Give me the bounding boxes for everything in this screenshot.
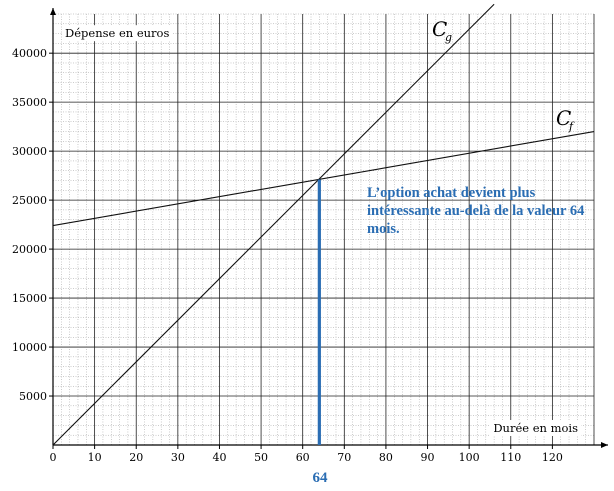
marker-x-label: 64 [312,470,328,486]
x-tick-label: 70 [337,451,351,464]
curve-label-cf: C [556,106,571,130]
series-line-cf [53,131,595,227]
x-tick-label: 10 [88,451,102,464]
x-axis-title: Durée en mois [493,421,578,435]
curve-label-sub-cf: f [568,120,575,133]
y-tick-label: 10000 [12,341,47,354]
y-tick-label: 20000 [12,243,47,256]
x-tick-label: 0 [50,451,57,464]
x-tick-label: 20 [129,451,143,464]
tick-labels: 0 10 20 30 40 50 60 70 80 90 100 110 120 5000 10000 150… [12,47,563,464]
x-axis-arrow [601,442,608,448]
axes [49,8,608,449]
series-group [53,3,595,445]
x-tick-label: 30 [171,451,185,464]
x-tick-label: 120 [542,451,563,464]
y-tick-label: 35000 [12,96,47,109]
curve-label-cg: C [432,17,447,41]
y-tick-label: 25000 [12,194,47,207]
x-tick-label: 100 [459,451,480,464]
x-tick-label: 40 [212,451,226,464]
x-tick-label: 90 [421,451,435,464]
y-tick-label: 5000 [19,390,47,403]
y-tick-label: 30000 [12,145,47,158]
x-axis-title-bg [490,420,582,436]
y-tick-label: 15000 [12,292,47,305]
annotation-text: L’option achat devient plus intéressante… [367,185,585,237]
minor-grid [53,13,594,445]
y-axis-arrow [50,8,56,15]
x-tick-label: 50 [254,451,268,464]
y-axis-title: Dépense en euros [65,26,169,40]
curve-label-sub-cg: g [445,31,452,44]
y-tick-label: 40000 [12,47,47,60]
major-grid [53,14,595,445]
y-axis-title-bg [62,25,173,42]
series-line-cg [53,3,495,445]
x-tick-label: 80 [379,451,393,464]
x-tick-label: 60 [296,451,310,464]
x-tick-label: 110 [500,451,521,464]
